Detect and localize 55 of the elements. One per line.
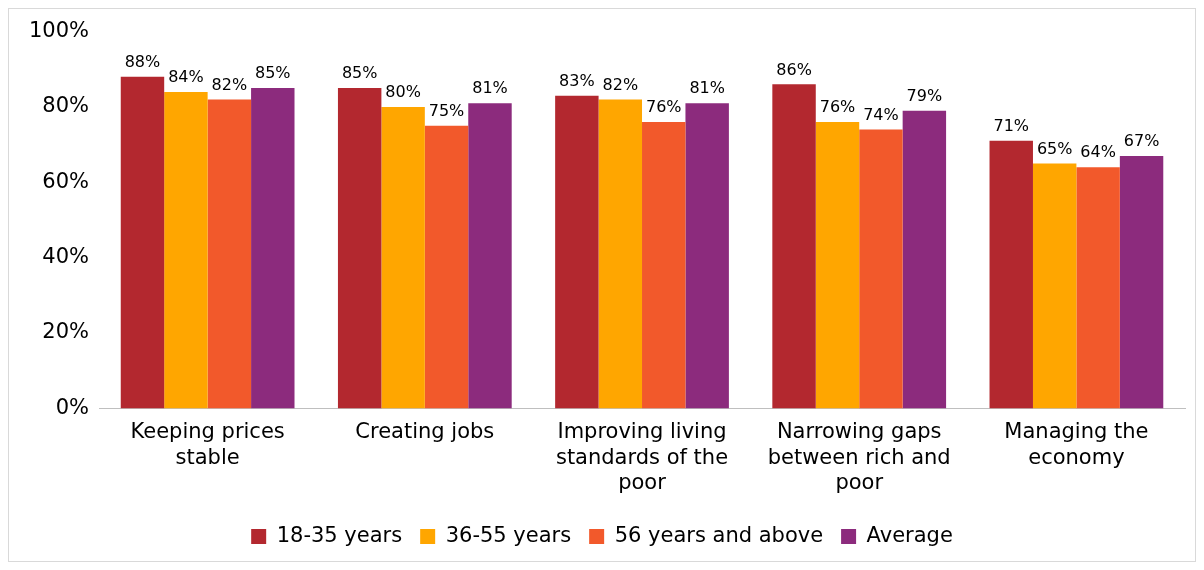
bar [859, 129, 903, 409]
bar [337, 88, 382, 409]
x-tick-label: Keeping prices stable [130, 419, 285, 469]
bar [989, 140, 1033, 409]
bar [685, 103, 729, 409]
data-label: 82% [211, 74, 248, 94]
data-label: 88% [124, 51, 161, 71]
data-label: 80% [385, 82, 421, 102]
data-label: 79% [906, 85, 943, 105]
y-tick-label: 40% [42, 244, 90, 269]
bar [164, 91, 208, 409]
bar [1032, 163, 1077, 409]
data-label: 75% [428, 100, 465, 120]
bar [598, 99, 643, 409]
bar [468, 103, 512, 409]
bar [815, 122, 860, 409]
legend-label: 36-55 years [445, 522, 572, 547]
x-tick-label: Creating jobs [355, 419, 495, 444]
legend-label: 18-35 years [276, 522, 403, 547]
y-tick-label: 60% [42, 168, 90, 193]
data-label: 65% [1036, 138, 1073, 158]
bar [902, 110, 947, 409]
legend-label: 56 years and above [614, 522, 824, 547]
bar [120, 76, 165, 409]
data-label: 71% [993, 116, 1030, 136]
y-tick-label: 20% [42, 319, 90, 344]
bar [642, 122, 686, 409]
data-label: 84% [168, 67, 204, 87]
x-tick-label: Narrowing gaps between rich and poor [767, 419, 951, 494]
data-label: 81% [689, 78, 725, 98]
bar [381, 106, 425, 409]
bar [555, 95, 599, 409]
data-label: 85% [255, 63, 291, 83]
data-label: 83% [559, 70, 595, 90]
y-tick-label: 100% [28, 18, 90, 43]
bar [772, 84, 816, 409]
x-tick-label: Improving living standards of the poor [555, 419, 729, 494]
data-label: 76% [645, 97, 682, 117]
bar [207, 99, 252, 409]
data-label: 85% [341, 63, 378, 83]
x-tick-label: Managing the economy [1004, 419, 1149, 469]
bar [1119, 155, 1164, 409]
bar [424, 125, 469, 409]
data-label: 81% [472, 78, 508, 98]
y-tick-label: 0% [55, 394, 90, 419]
data-label: 67% [1123, 131, 1160, 151]
bar [251, 88, 295, 409]
data-label: 86% [776, 59, 812, 79]
y-tick-label: 80% [42, 93, 90, 118]
data-label: 64% [1080, 142, 1116, 162]
legend-label: Average [866, 522, 953, 547]
data-label: 76% [819, 97, 856, 117]
data-label: 82% [602, 74, 639, 94]
data-label: 74% [863, 104, 899, 124]
bar [1076, 167, 1120, 409]
